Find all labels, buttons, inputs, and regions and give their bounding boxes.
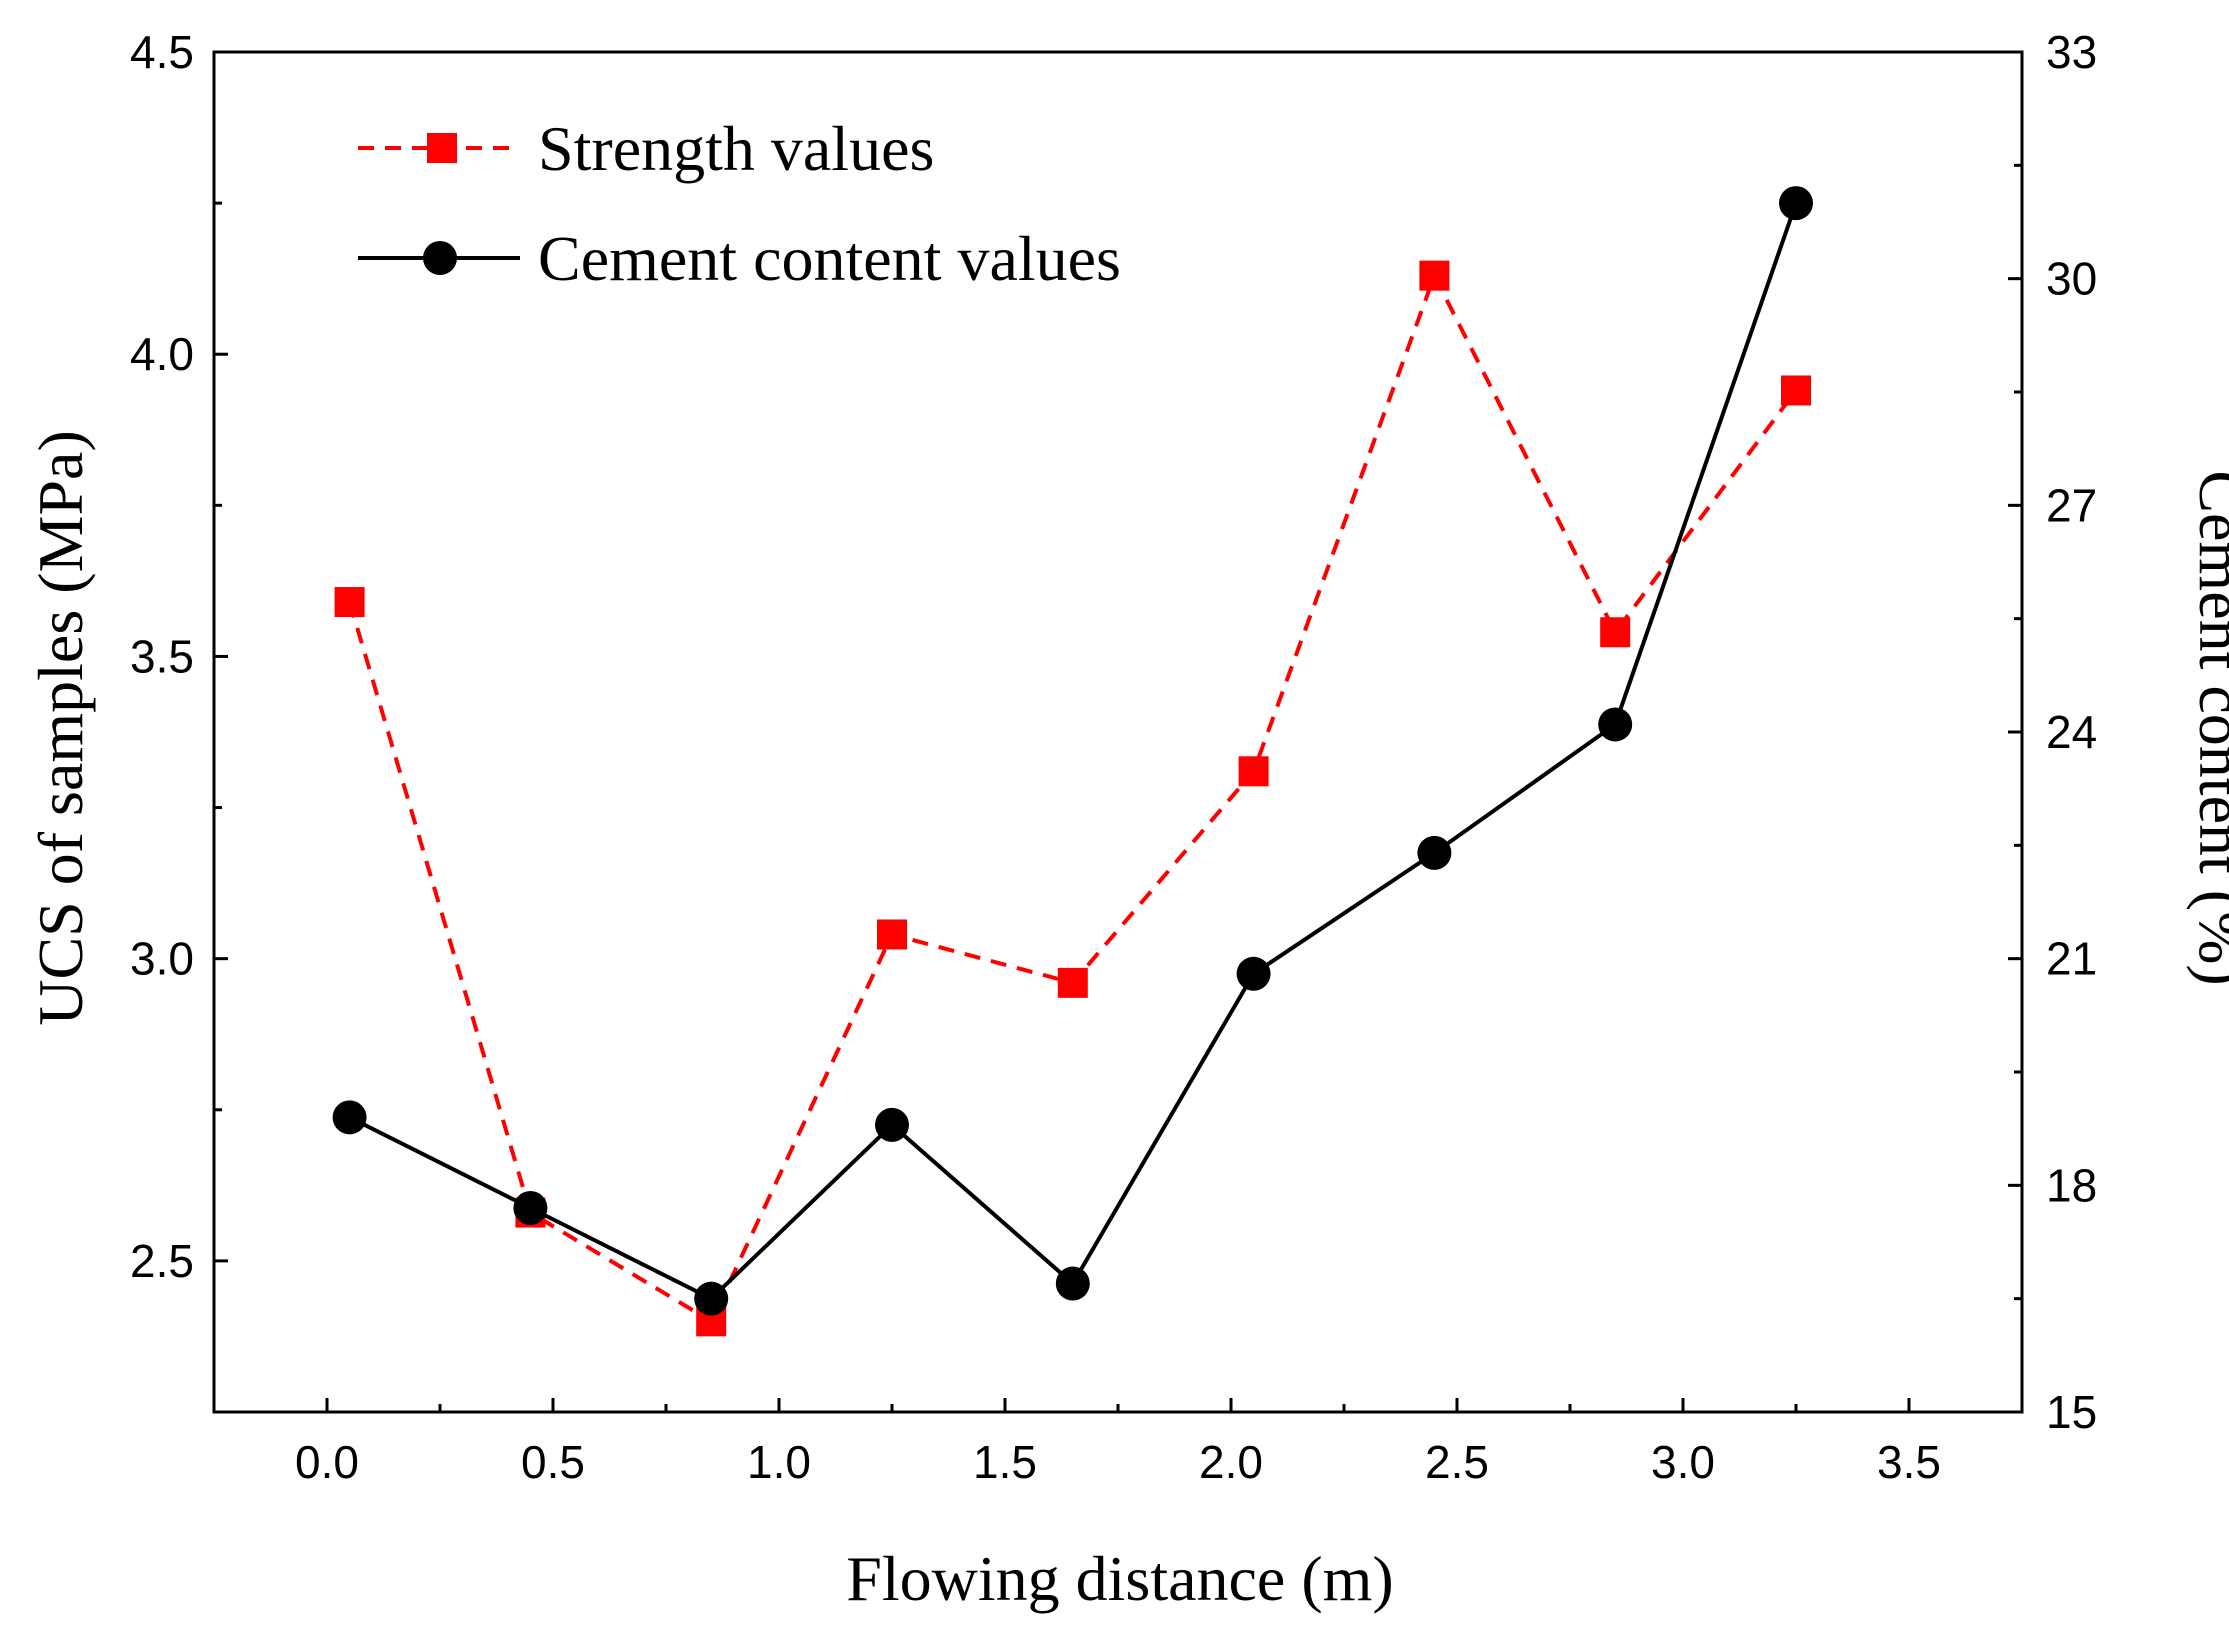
y-axis-label: UCS of samples (MPa) [25,430,96,1026]
data-point-square [1600,617,1631,648]
data-point-square [1057,967,1088,998]
y2-tick-label: 21 [2046,933,2097,985]
legend-label: Cement content values [538,223,1121,294]
x-tick-label: 2.5 [1425,1436,1489,1488]
legend: Strength values Cement content values [358,113,1121,294]
data-point-square [1419,260,1450,291]
data-point-circle [1236,956,1271,991]
y2-tick-label: 30 [2046,253,2097,305]
y-tick-label: 2.5 [130,1235,194,1287]
y2-tick-label: 15 [2046,1386,2097,1438]
data-point-square [1238,756,1269,787]
legend-marker-circle [423,241,457,275]
data-point-circle [1779,186,1813,221]
y-tick-label: 4.0 [130,328,194,380]
y-tick-label: 4.5 [130,26,194,78]
y2-tick-label: 33 [2046,26,2097,78]
series-cement [332,186,1813,1316]
data-point-circle [1417,835,1452,870]
legend-item: Strength values [358,113,934,184]
y2-tick-label: 18 [2046,1159,2097,1211]
x-tick-label: 3.5 [1877,1436,1941,1488]
y2-tick-label: 24 [2046,706,2097,758]
x-tick-label: 1.5 [973,1436,1037,1488]
y2-axis-label: Cement content (%) [2186,470,2229,985]
data-point-circle [694,1281,729,1316]
x-axis-label: Flowing distance (m) [846,1543,1393,1614]
series-line [347,270,1798,1325]
x-axis-ticks: 0.0 0.5 1.0 1.5 2.0 2.5 3.0 3.5 [212,1398,2024,1488]
data-point-circle [513,1191,548,1225]
data-point-circle [875,1107,909,1142]
series-line [348,202,1798,1302]
data-point-square [334,587,365,618]
x-tick-label: 2.0 [1199,1436,1263,1488]
x-tick-label: 3.0 [1651,1436,1715,1488]
series-strength [334,260,1811,1337]
y-tick-label: 3.5 [130,630,194,682]
series-layer [332,186,1813,1337]
data-point-circle [1598,707,1633,742]
legend-item: Cement content values [358,223,1121,294]
y2-axis-ticks: 15 18 21 24 27 30 33 [2008,26,2097,1438]
legend-label: Strength values [538,113,934,184]
data-point-square [877,919,907,950]
y2-tick-label: 27 [2046,479,2097,531]
data-point-circle [1055,1266,1090,1301]
y-axis-ticks: 2.5 3.0 3.5 4.0 4.5 [130,26,228,1414]
data-point-circle [332,1100,367,1135]
x-tick-label: 0.5 [521,1436,585,1488]
data-point-square [1781,375,1811,406]
x-tick-label: 1.0 [747,1436,811,1488]
legend-marker-square [427,133,457,163]
x-tick-label: 0.0 [295,1436,359,1488]
y-tick-label: 3.0 [130,933,194,985]
